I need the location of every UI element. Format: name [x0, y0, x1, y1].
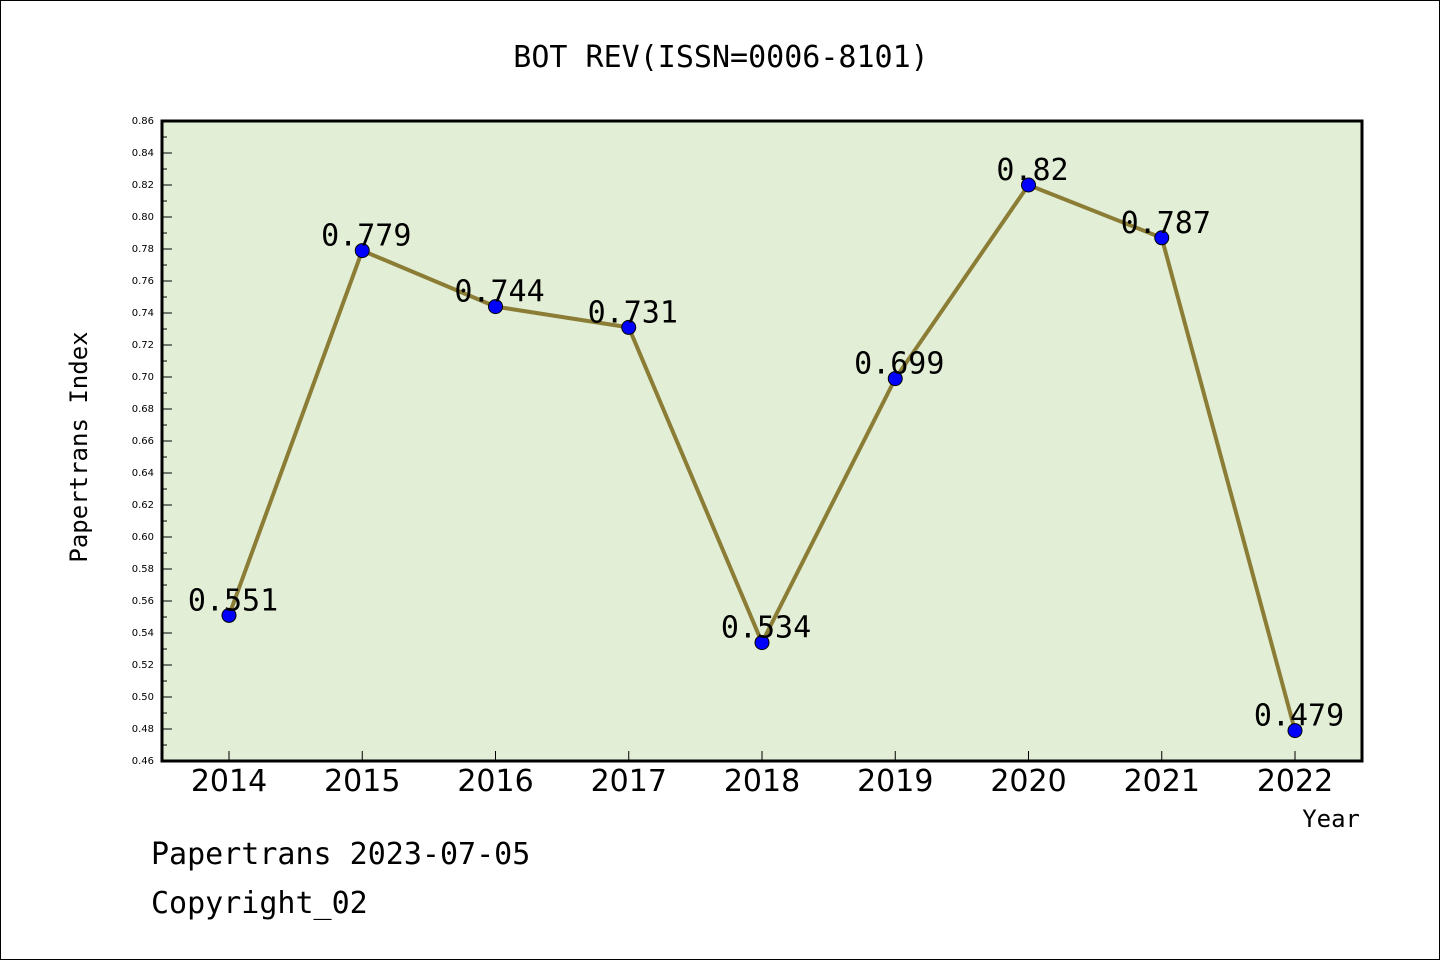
y-tick-label: 0.82: [132, 180, 154, 191]
footer-date: Papertrans 2023-07-05: [151, 837, 531, 872]
data-point: [1287, 723, 1303, 739]
y-tick-label: 0.76: [132, 276, 154, 287]
data-label: 0.551: [188, 583, 278, 618]
x-tick-label: 2016: [457, 764, 533, 799]
chart-title: BOT REV(ISSN=0006-8101): [513, 40, 928, 75]
y-tick-label: 0.64: [132, 468, 154, 479]
data-label: 0.479: [1254, 699, 1344, 734]
data-label: 0.731: [588, 295, 678, 330]
y-axis-label: Papertrans Index: [65, 331, 93, 562]
data-point: [1021, 177, 1036, 193]
data-label: 0.534: [721, 611, 811, 646]
x-tick-label: 2022: [1257, 764, 1333, 799]
y-tick-label: 0.46: [132, 756, 154, 767]
plot-area: [162, 121, 1362, 761]
y-tick-label: 0.72: [132, 340, 154, 351]
y-tick-label: 0.80: [132, 212, 154, 223]
y-tick-label: 0.62: [132, 500, 154, 511]
x-axis: 2014 2015 2016 2017 2018 2019 2020 2021 2022: [191, 751, 1333, 799]
x-axis-label: Year: [1302, 805, 1360, 833]
y-tick-label: 0.54: [132, 628, 154, 639]
y-tick-label: 0.50: [132, 692, 154, 703]
footer-copyright: Copyright_02: [151, 886, 368, 921]
plot-border: [160, 119, 1364, 763]
data-label: 0.82: [996, 153, 1068, 188]
y-tick-label: 0.66: [132, 436, 154, 447]
data-label: 0.787: [1121, 206, 1211, 241]
data-point: [621, 319, 637, 335]
y-tick-label: 0.68: [132, 404, 154, 415]
y-tick-label: 0.86: [132, 116, 154, 127]
y-tick-label: 0.52: [132, 660, 154, 671]
x-tick-label: 2019: [857, 764, 933, 799]
x-tick-label: 2021: [1124, 764, 1200, 799]
y-axis: 0.46 0.48 0.50 0.52 0.54 0.56 0.58 0.60 0.62 0.64…: [132, 116, 172, 767]
data-point: [354, 243, 370, 259]
y-tick-label: 0.74: [132, 308, 154, 319]
y-tick-label: 0.84: [132, 148, 154, 159]
y-tick-label: 0.70: [132, 372, 154, 383]
data-label: 0.779: [321, 219, 411, 254]
data-label: 0.744: [454, 275, 544, 310]
x-tick-label: 2018: [724, 764, 800, 799]
y-tick-label: 0.56: [132, 596, 154, 607]
y-tick-label: 0.78: [132, 244, 154, 255]
y-tick-label: 0.58: [132, 564, 154, 575]
x-tick-label: 2017: [591, 764, 667, 799]
data-point: [488, 299, 503, 315]
x-tick-label: 2015: [324, 764, 400, 799]
y-tick-label: 0.60: [132, 532, 154, 543]
series-layer: [221, 177, 1303, 739]
x-tick-label: 2014: [191, 764, 267, 799]
data-point: [1154, 230, 1170, 246]
x-tick-label: 2020: [990, 764, 1066, 799]
y-tick-label: 0.48: [132, 724, 154, 735]
data-point: [754, 635, 770, 651]
data-label: 0.699: [854, 347, 944, 382]
data-point: [887, 371, 903, 387]
data-point: [221, 607, 237, 623]
data-label-layer: 0.551 0.779 0.744 0.731 0.534 0.699 0.82 0.787 0…: [188, 153, 1344, 734]
